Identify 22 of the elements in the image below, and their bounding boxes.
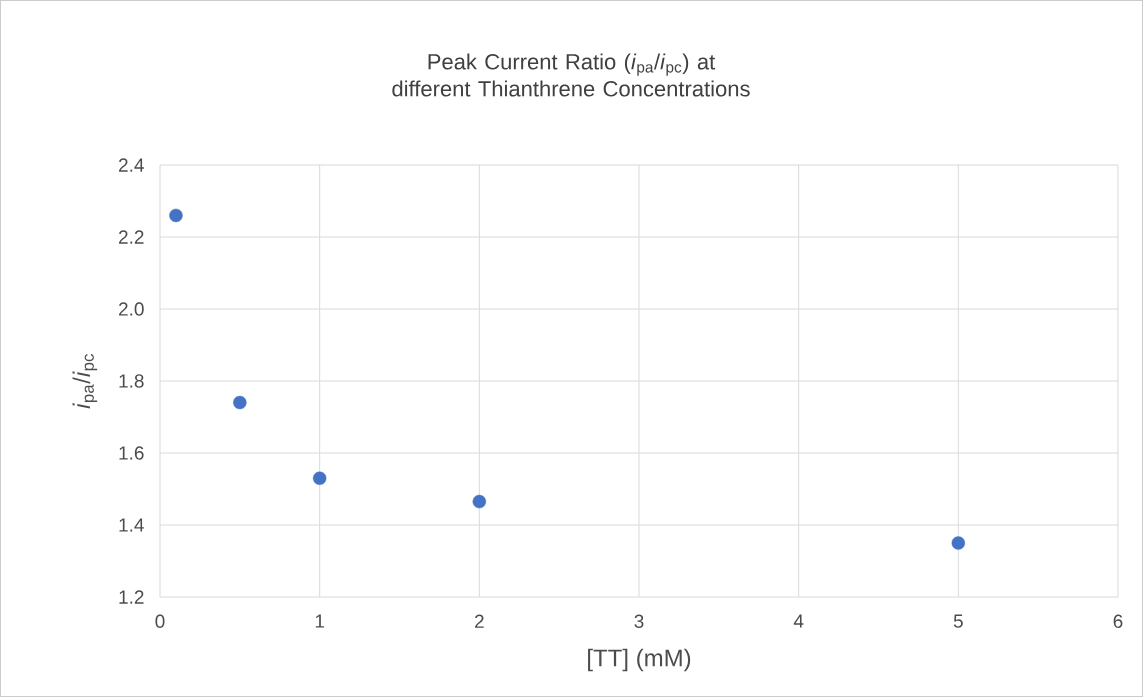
y-tick-label: 1.2 [119, 590, 144, 604]
point [951, 536, 966, 550]
y-tick-label: 2.2 [119, 230, 144, 244]
point [472, 494, 487, 509]
y-tick-label: 1.4 [119, 518, 144, 532]
y-tick-label: 2.0 [119, 302, 144, 316]
x-tick-label: 5 [953, 614, 963, 628]
point [233, 395, 247, 410]
y-axis-title: i$_{pa}$/i$_{pc}$ [72, 354, 98, 409]
x-tick-label: 6 [1113, 614, 1123, 628]
chart-title: Peak Current Ratio (i$_{pa}$/i$_{pc}$) at different Thianthrene Concentrations [392, 53, 750, 97]
y-tick-label: 2.4 [119, 158, 144, 172]
y-tick-label: 1.6 [119, 446, 144, 460]
x-tick-label: 0 [155, 614, 165, 628]
x-tick-label: 1 [315, 614, 325, 628]
x-tick-label: 4 [793, 614, 804, 628]
x-tick-label: 2 [475, 614, 484, 628]
point [169, 208, 183, 223]
y-tick-label: 1.8 [119, 374, 144, 388]
x-axis-title: [TT] (mM) [588, 648, 691, 672]
x-tick-label: 3 [634, 614, 644, 628]
point [312, 471, 327, 485]
